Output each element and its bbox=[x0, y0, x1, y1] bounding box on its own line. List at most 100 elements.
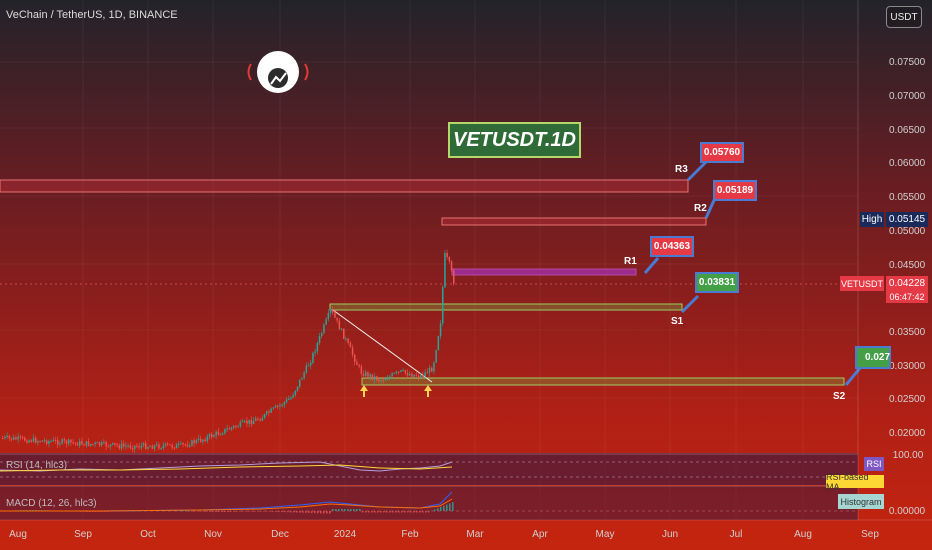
macd-bar bbox=[377, 511, 379, 513]
macd-bar bbox=[440, 507, 442, 511]
macd-bar bbox=[194, 511, 196, 512]
candle-body bbox=[43, 440, 46, 442]
candle-body bbox=[65, 440, 68, 444]
s2-price-badge[interactable]: 0.027 bbox=[855, 346, 891, 369]
macd-bar bbox=[263, 511, 265, 512]
candle-body bbox=[101, 442, 103, 446]
time-tick: Mar bbox=[466, 529, 484, 540]
candle-body bbox=[180, 443, 182, 445]
macd-bar bbox=[416, 511, 418, 513]
time-tick: Oct bbox=[140, 529, 156, 540]
candle-body bbox=[327, 313, 330, 320]
candle-body bbox=[299, 379, 301, 387]
level-labels: R3 R2 R1 S1 S2 bbox=[624, 164, 846, 402]
candle-body bbox=[281, 404, 283, 406]
logo-wave bbox=[304, 63, 309, 81]
r1-label: R1 bbox=[624, 256, 637, 267]
macd-bar bbox=[209, 511, 211, 512]
macd-bar bbox=[368, 511, 370, 513]
macd-indicator-label[interactable]: MACD (12, 26, hlc3) bbox=[6, 498, 97, 509]
logo bbox=[247, 51, 309, 93]
r3-price-badge[interactable]: 0.05760 bbox=[700, 142, 744, 163]
candle-body bbox=[68, 439, 70, 444]
candle-body bbox=[6, 435, 8, 437]
rsi-indicator-label[interactable]: RSI (14, hlc3) bbox=[6, 460, 68, 471]
macd-bar bbox=[308, 511, 310, 513]
candle-body bbox=[250, 419, 253, 425]
currency-button[interactable]: USDT bbox=[886, 6, 922, 28]
candle-body bbox=[239, 421, 242, 427]
candle-body bbox=[61, 439, 63, 444]
candle-body bbox=[316, 342, 319, 352]
candle-body bbox=[32, 437, 35, 442]
candle-body bbox=[338, 320, 341, 330]
candle-body bbox=[131, 447, 134, 449]
macd-bar bbox=[203, 511, 205, 512]
macd-bar bbox=[188, 510, 190, 512]
macd-bar bbox=[242, 511, 244, 512]
candle-body bbox=[329, 308, 332, 314]
candle-body bbox=[318, 336, 321, 343]
candle-body bbox=[241, 421, 244, 423]
candle-body bbox=[153, 445, 156, 449]
zone-r2[interactable] bbox=[441, 217, 707, 226]
s1-price-badge[interactable]: 0.03831 bbox=[695, 272, 739, 293]
r2-price-badge[interactable]: 0.05189 bbox=[713, 180, 757, 201]
r2-label: R2 bbox=[694, 203, 707, 214]
r1-price-badge[interactable]: 0.04363 bbox=[650, 236, 694, 257]
pointer-s1 bbox=[680, 294, 700, 314]
price-ticks: 0.07500 0.07000 0.06500 0.06000 0.05500 … bbox=[889, 57, 926, 439]
candle-body bbox=[274, 405, 277, 408]
candle-body bbox=[8, 435, 11, 439]
candle-body bbox=[83, 444, 85, 446]
macd-bar bbox=[329, 511, 331, 514]
candle-body bbox=[202, 439, 204, 442]
candle-body bbox=[442, 287, 444, 324]
s1-label: S1 bbox=[671, 316, 684, 327]
zone-s1[interactable] bbox=[329, 303, 683, 311]
candle-body bbox=[85, 441, 88, 446]
candle-body bbox=[235, 425, 237, 427]
zone-r3[interactable] bbox=[0, 179, 689, 193]
trendline[interactable] bbox=[332, 309, 433, 383]
macd-bar bbox=[434, 509, 436, 511]
candle-body bbox=[178, 443, 180, 445]
macd-bar bbox=[269, 511, 271, 512]
candle-body bbox=[142, 443, 145, 446]
candle-body bbox=[211, 434, 213, 438]
candle-body bbox=[37, 441, 39, 443]
zone-s2[interactable] bbox=[361, 377, 845, 386]
high-label: High bbox=[860, 212, 884, 227]
candle-body bbox=[120, 443, 123, 449]
price-tick: 0.04500 bbox=[889, 260, 926, 271]
up-arrow bbox=[360, 385, 368, 391]
pointer-s2 bbox=[844, 367, 862, 386]
candle-body bbox=[173, 447, 176, 449]
candle-body bbox=[389, 376, 391, 379]
candle-body bbox=[340, 328, 343, 330]
logo-wave bbox=[247, 63, 252, 81]
candle-body bbox=[103, 441, 105, 443]
macd-bar bbox=[341, 509, 343, 511]
candle-body bbox=[365, 372, 367, 376]
candle-body bbox=[127, 445, 129, 447]
countdown-label: 06:47:42 bbox=[886, 290, 928, 303]
price-tick: 0.06000 bbox=[889, 158, 926, 169]
symbol-header[interactable]: VeChain / TetherUS, 1D, BINANCE bbox=[6, 9, 178, 21]
price-tick: 0.07000 bbox=[889, 91, 926, 102]
macd-bar bbox=[350, 509, 352, 511]
candle-body bbox=[301, 378, 303, 380]
candle-body bbox=[217, 431, 220, 435]
candle-body bbox=[118, 445, 121, 449]
candle-body bbox=[246, 420, 248, 424]
candle-body bbox=[10, 438, 13, 440]
candle-body bbox=[70, 439, 72, 443]
candle-body bbox=[17, 436, 19, 440]
candle-body bbox=[54, 439, 57, 441]
macd-bar bbox=[281, 511, 283, 513]
candle-body bbox=[48, 441, 50, 444]
macd-pane bbox=[0, 486, 858, 520]
zone-r1[interactable] bbox=[451, 268, 637, 276]
up-arrows bbox=[360, 385, 432, 397]
